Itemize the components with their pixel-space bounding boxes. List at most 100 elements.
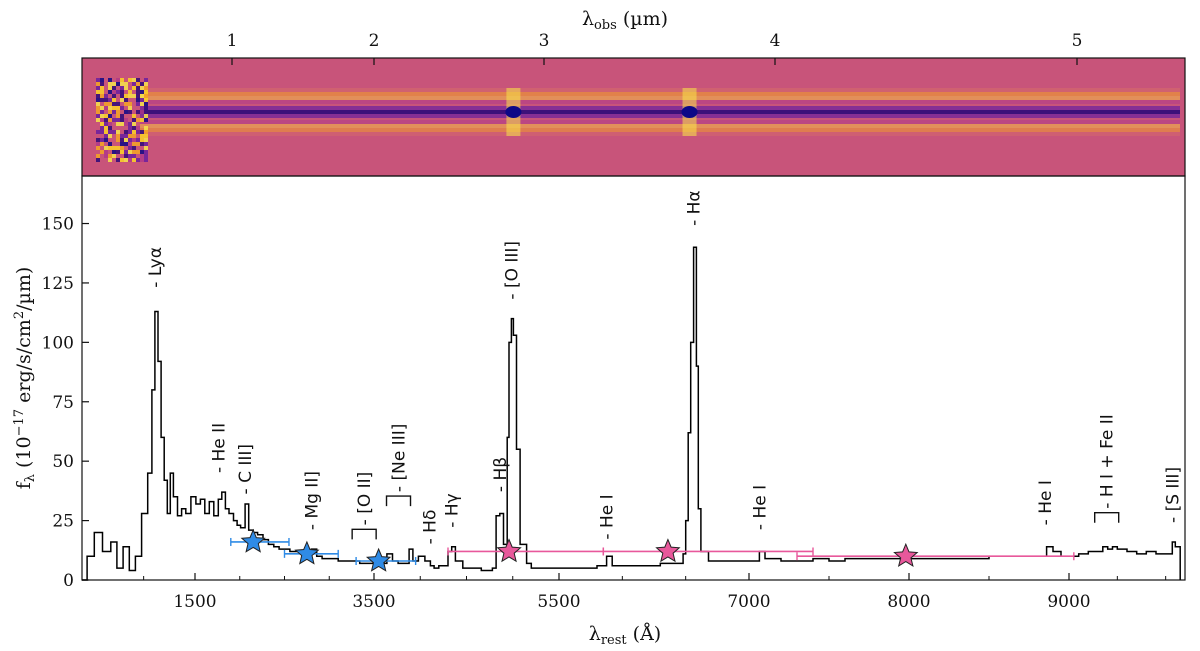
spectrum-2d-noise-pixel <box>100 98 104 102</box>
top-tick-label: 1 <box>227 31 238 51</box>
spectrum-2d-noise-pixel <box>112 118 116 122</box>
bottom-tick-label: 7000 <box>727 592 770 612</box>
spectrum-2d-noise-pixel <box>120 118 124 122</box>
spectrum-2d-noise-pixel <box>112 154 116 158</box>
spectrum-2d-noise-pixel <box>132 146 136 150</box>
spectrum-2d-noise-pixel <box>120 146 124 150</box>
spectrum-2d-noise-pixel <box>108 146 112 150</box>
spectrum-2d-noise-pixel <box>128 146 132 150</box>
spectrum-2d-noise-pixel <box>108 106 112 110</box>
spectrum-2d-noise-pixel <box>136 78 140 82</box>
spectrum-2d-noise-pixel <box>108 154 112 158</box>
spectrum-2d-noise-pixel <box>132 154 136 158</box>
spectrum-2d-noise-pixel <box>112 150 116 154</box>
spectrum-2d-noise-pixel <box>136 138 140 142</box>
line-label-bracket <box>385 495 412 507</box>
bottom-panel: 1500 3500 5500 7000 8000 9000 0 25 50 75 100 125 15… <box>12 175 1186 648</box>
bottom-tick-label: 5500 <box>537 592 580 612</box>
spectrum-2d-noise-pixel <box>144 114 148 118</box>
spectrum-2d-noise-pixel <box>104 150 108 154</box>
y-tick-label: 50 <box>52 452 74 472</box>
y-tick-label: 75 <box>52 393 74 413</box>
spectrum-2d-noise-pixel <box>108 158 112 162</box>
spectrum-2d-noise-pixel <box>124 138 128 142</box>
spectrum-2d-noise-pixel <box>120 114 124 118</box>
spectrum-2d-noise-pixel <box>144 138 148 142</box>
spectrum-2d-noise-pixel <box>96 114 100 118</box>
spectrum-2d-noise-pixel <box>120 138 124 142</box>
spectrum-2d-noise-pixel <box>132 138 136 142</box>
spectrum-2d-noise-pixel <box>132 94 136 98</box>
spectrum-2d-noise-pixel <box>144 118 148 122</box>
spectrum-2d-noise-pixel <box>124 134 128 138</box>
spectrum-2d-noise-pixel <box>108 126 112 130</box>
line-label: - H I + Fe II <box>1098 414 1118 509</box>
spectrum-2d-noise-pixel <box>116 138 120 142</box>
spectrum-2d-noise-pixel <box>120 122 124 126</box>
spectrum-2d-noise-pixel <box>136 90 140 94</box>
y-axis-label: fλ (10−17 erg/s/cm2/µm) <box>12 267 38 490</box>
top-tick-label: 3 <box>539 31 550 51</box>
spectrum-2d-noise-pixel <box>144 94 148 98</box>
spectrum-2d-noise-pixel <box>128 94 132 98</box>
spectrum-2d-noise-pixel <box>108 78 112 82</box>
spectrum-2d-noise-pixel <box>124 150 128 154</box>
spectrum-2d-row <box>140 132 1180 136</box>
spectrum-2d-noise-pixel <box>128 142 132 146</box>
bottom-tick-label: 8000 <box>887 592 930 612</box>
spectrum-2d-noise-pixel <box>128 78 132 82</box>
spectrum-2d-row <box>140 120 1180 124</box>
spectrum-2d-noise-pixel <box>116 130 120 134</box>
spectrum-2d-noise-pixel <box>136 142 140 146</box>
spectrum-2d-noise-pixel <box>116 150 120 154</box>
spectrum-1d-layer <box>82 246 1181 581</box>
spectrum-2d-noise-pixel <box>100 82 104 86</box>
spectrum-2d-noise-pixel <box>140 138 144 142</box>
spectrum-2d-noise-pixel <box>132 118 136 122</box>
spectrum-2d-noise-pixel <box>124 122 128 126</box>
spectrum-2d-noise-pixel <box>136 102 140 106</box>
spectrum-2d-noise-pixel <box>112 90 116 94</box>
spectrum-2d-row <box>140 110 1180 114</box>
spectrum-2d-noise-pixel <box>104 122 108 126</box>
spectrum-2d-noise-pixel <box>132 158 136 162</box>
spectrum-2d-noise-pixel <box>116 90 120 94</box>
spectrum-2d-noise-pixel <box>124 94 128 98</box>
spectrum-2d-noise-pixel <box>124 154 128 158</box>
spectrum-2d-noise-pixel <box>108 134 112 138</box>
spectrum-2d-noise-pixel <box>96 90 100 94</box>
spectrum-2d-noise-pixel <box>96 154 100 158</box>
spectrum-2d-noise-pixel <box>100 126 104 130</box>
line-label: - Lyα <box>146 247 166 288</box>
bottom-tick-label: 9000 <box>1047 592 1090 612</box>
line-label: - Hδ <box>421 510 441 545</box>
spectrum-2d-noise-pixel <box>136 158 140 162</box>
spectrum-2d-noise-pixel <box>144 150 148 154</box>
spectrum-2d-noise-pixel <box>112 146 116 150</box>
line-label-bracket <box>1094 512 1120 523</box>
photometry-star-marker <box>240 528 266 553</box>
line-label: - [O III] <box>502 241 522 300</box>
spectrum-2d-noise-pixel <box>100 78 104 82</box>
bottom-tick-label: 3500 <box>352 592 395 612</box>
spectrum-2d-noise-pixel <box>128 154 132 158</box>
spectrum-2d-noise-pixel <box>128 150 132 154</box>
spectrum-2d-noise-pixel <box>104 138 108 142</box>
spectrum-2d-noise-pixel <box>120 158 124 162</box>
spectrum-2d-noise-pixel <box>140 158 144 162</box>
spectrum-2d-noise-pixel <box>124 102 128 106</box>
spectrum-2d-row <box>140 100 1180 104</box>
top-panel: 1 2 3 4 5 λobs (µm) <box>81 8 1186 177</box>
line-label: - Mg II] <box>302 471 322 530</box>
spectrum-2d-noise-pixel <box>100 90 104 94</box>
spectrum-2d-noise-pixel <box>124 130 128 134</box>
spectrum-2d-noise-pixel <box>144 78 148 82</box>
spectrum-2d-noise-pixel <box>108 110 112 114</box>
spectrum-2d-noise-pixel <box>144 130 148 134</box>
photometry-star-marker <box>655 538 681 563</box>
spectrum-2d-noise-pixel <box>128 106 132 110</box>
y-tick-label: 125 <box>42 274 74 294</box>
spectrum-2d-noise-pixel <box>136 118 140 122</box>
spectrum-2d-noise-pixel <box>96 94 100 98</box>
